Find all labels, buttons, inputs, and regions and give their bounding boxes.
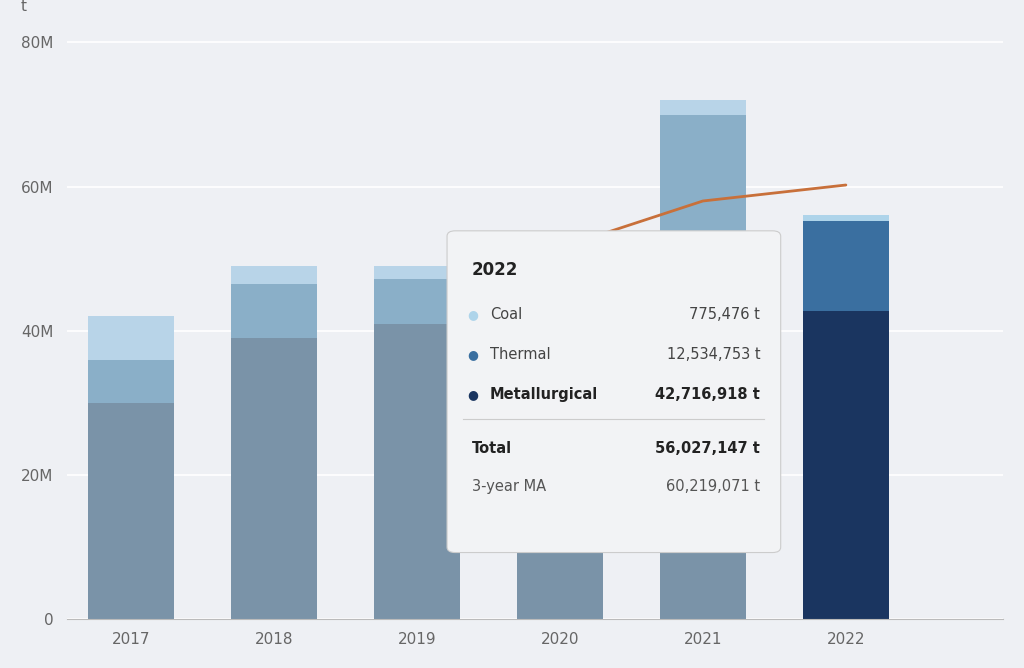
Text: t: t [20, 0, 27, 14]
Bar [88, 317, 174, 359]
Bar [231, 284, 316, 338]
Bar [803, 311, 889, 619]
Text: ●: ● [468, 308, 478, 321]
Bar [231, 266, 316, 284]
Bar [231, 338, 316, 619]
Bar [374, 266, 460, 279]
Text: 2022: 2022 [472, 261, 518, 279]
Bar [517, 259, 603, 331]
Text: 42,716,918 t: 42,716,918 t [655, 387, 760, 402]
Bar [88, 359, 174, 403]
Text: 60,219,071 t: 60,219,071 t [666, 479, 760, 494]
Bar [803, 221, 889, 311]
Text: 775,476 t: 775,476 t [689, 307, 760, 322]
Bar [374, 279, 460, 323]
Bar [660, 100, 745, 114]
Text: 3-year MA: 3-year MA [472, 479, 546, 494]
Bar [374, 323, 460, 619]
Text: ●: ● [468, 348, 478, 361]
Text: 56,027,147 t: 56,027,147 t [655, 441, 760, 456]
Bar [88, 403, 174, 619]
Bar [517, 331, 603, 619]
Text: ●: ● [468, 388, 478, 401]
Text: Coal: Coal [490, 307, 522, 322]
Bar [803, 215, 889, 221]
Text: 12,534,753 t: 12,534,753 t [667, 347, 760, 362]
Bar [660, 259, 745, 619]
Bar [660, 114, 745, 259]
Text: Total: Total [472, 441, 512, 456]
Text: Thermal: Thermal [490, 347, 551, 362]
Text: Metallurgical: Metallurgical [490, 387, 598, 402]
Bar [517, 244, 603, 259]
